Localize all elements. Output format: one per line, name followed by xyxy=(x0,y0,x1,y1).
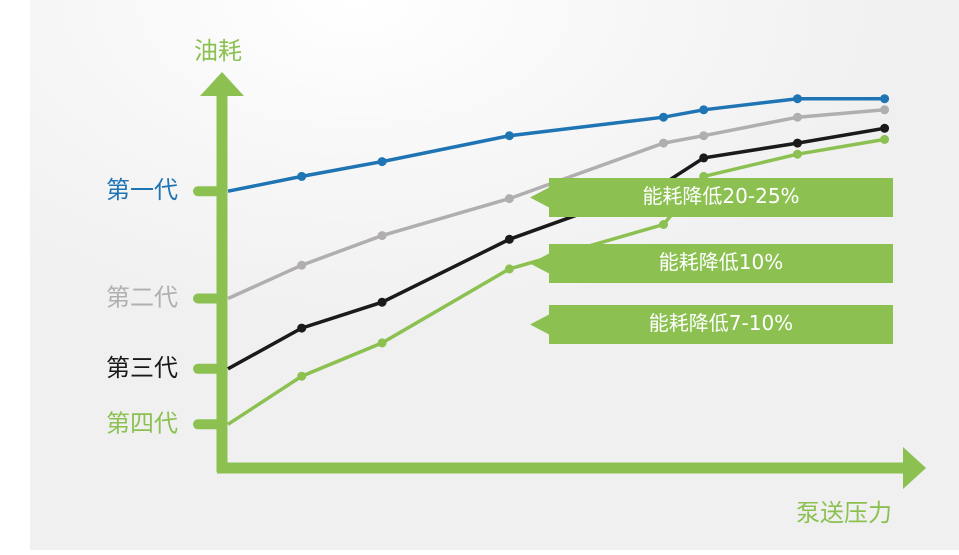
data-point xyxy=(297,323,307,333)
data-point xyxy=(793,112,802,122)
data-point xyxy=(659,112,668,122)
annotation-arrow xyxy=(530,253,549,274)
annotation-box xyxy=(549,305,893,344)
legend-label: 第四代 xyxy=(106,409,178,437)
data-point xyxy=(377,157,387,167)
x-axis-arrow xyxy=(903,447,926,489)
y-axis-arrow xyxy=(200,72,244,96)
data-point xyxy=(297,171,307,181)
series-line xyxy=(227,108,885,301)
data-point xyxy=(504,234,514,244)
data-point xyxy=(504,194,514,204)
legend-label: 第一代 xyxy=(106,176,178,204)
annotation-arrow xyxy=(530,187,549,208)
data-point xyxy=(880,123,890,133)
annotation-text: 能耗降低20-25% xyxy=(642,184,799,208)
data-point xyxy=(699,105,709,115)
data-point xyxy=(699,131,709,141)
series-line xyxy=(227,96,885,193)
x-axis-label: 泵送压力 xyxy=(796,499,892,527)
y-axis-label: 油耗 xyxy=(194,37,242,65)
annotation-text: 能耗降低10% xyxy=(659,250,783,274)
data-point xyxy=(504,264,514,274)
data-point xyxy=(377,231,387,241)
legend-label: 第三代 xyxy=(106,354,178,382)
legend-label: 第二代 xyxy=(106,284,178,312)
data-point xyxy=(297,260,307,270)
annotation-arrow xyxy=(530,314,549,335)
data-point xyxy=(880,105,890,115)
data-point xyxy=(880,134,890,144)
data-point xyxy=(377,297,387,307)
data-point xyxy=(659,138,668,148)
annotation-box xyxy=(549,244,893,283)
data-point xyxy=(793,94,802,104)
data-point xyxy=(659,220,668,229)
annotation-box xyxy=(549,178,893,217)
annotation-text: 能耗降低7-10% xyxy=(649,311,793,335)
data-point xyxy=(377,338,387,348)
data-point xyxy=(880,94,890,104)
data-point xyxy=(297,371,307,381)
data-point xyxy=(793,138,802,148)
data-point xyxy=(699,153,709,163)
data-point xyxy=(504,131,514,141)
data-point xyxy=(793,149,802,159)
